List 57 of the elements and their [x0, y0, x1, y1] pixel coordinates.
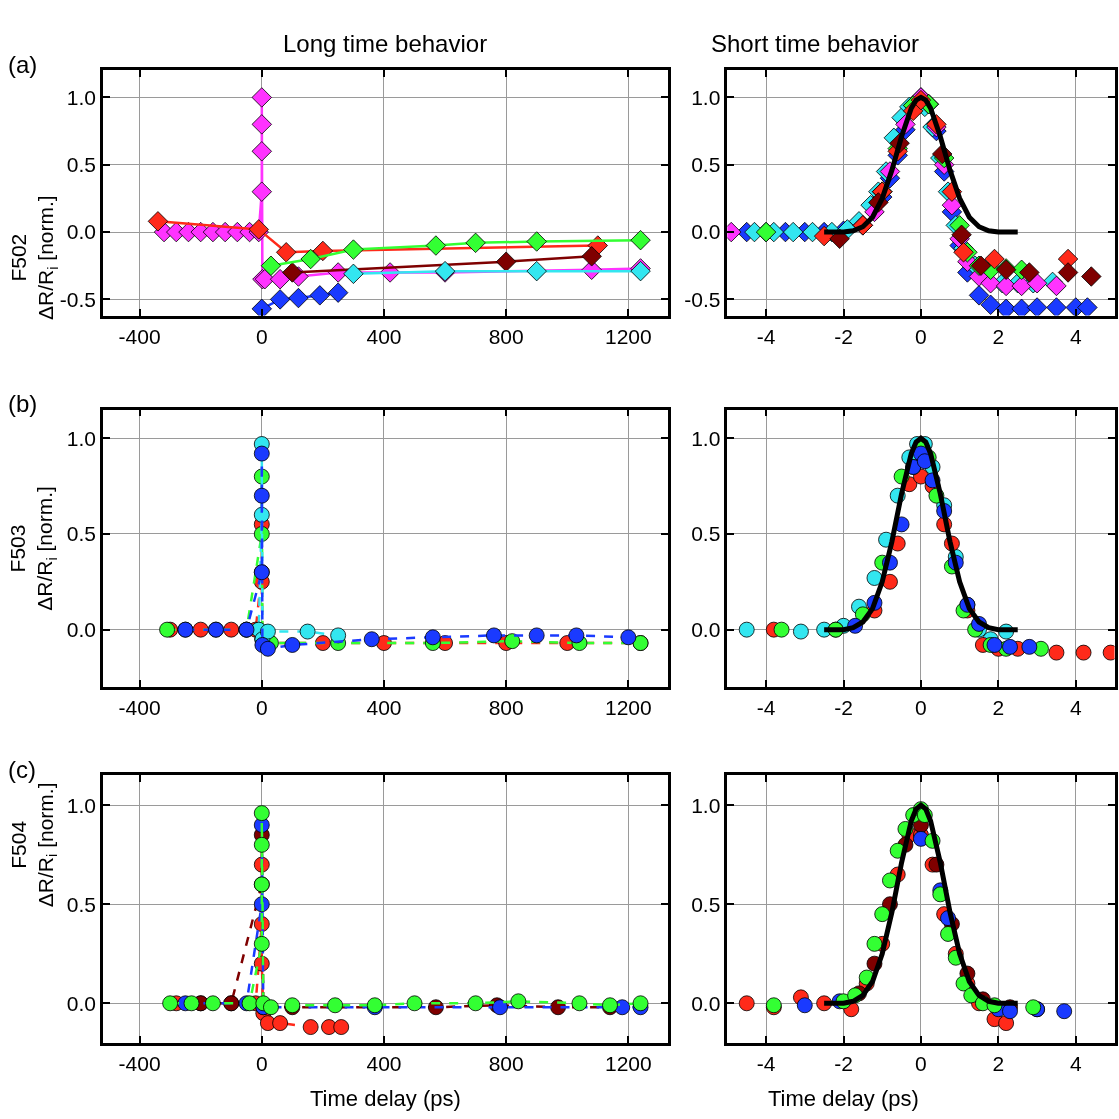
x-tick-label: 800: [488, 324, 524, 348]
x-tick-label: 1200: [604, 696, 652, 720]
x-tick-label: 4: [1069, 696, 1082, 720]
x-tick-label: 4: [1069, 1051, 1082, 1075]
x-tick-label: 1200: [604, 1051, 652, 1075]
y-tick-label: 1.0: [66, 426, 96, 450]
y-tick-label: 0.5: [66, 153, 96, 177]
y-tick-label: 0.0: [691, 991, 721, 1015]
x-tick-label: 1200: [604, 324, 652, 348]
y-tick-label: 1.0: [691, 793, 721, 817]
x-tick-label: 0: [915, 696, 927, 720]
x-tick-label: 400: [366, 324, 402, 348]
y-tick-label: 0.5: [691, 153, 721, 177]
x-tick-label: 800: [488, 1051, 524, 1075]
y-tick-label: 1.0: [691, 85, 721, 109]
y-tick-label: -0.5: [59, 287, 96, 311]
text: (c): [8, 756, 36, 783]
x-tick-label: 400: [366, 1051, 402, 1075]
x-tick-label: 2: [992, 324, 1005, 348]
x-tick-label: 2: [992, 696, 1005, 720]
y-tick-label: 0.5: [66, 892, 96, 916]
y-tick-label: 0.5: [691, 522, 721, 546]
x-axis-title: Time delay (ps): [768, 1086, 919, 1111]
x-axis-title: Time delay (ps): [310, 1086, 461, 1111]
y-tick-label: 0.0: [691, 220, 721, 244]
y-tick-label: 1.0: [66, 85, 96, 109]
x-tick-label: 0: [915, 324, 927, 348]
y-tick-label: -0.5: [684, 287, 721, 311]
x-tick-label: 0: [255, 324, 268, 348]
y-tick-label: 0.5: [66, 522, 96, 546]
x-tick-label: 0: [255, 1051, 268, 1075]
y-tick-label: 0.0: [66, 618, 96, 641]
text: (a): [8, 51, 38, 78]
x-tick-label: 800: [488, 696, 524, 720]
x-tick-label: 2: [992, 1051, 1005, 1075]
x-tick-label: -4: [756, 324, 776, 348]
x-tick-label: 4: [1069, 324, 1082, 348]
chart-title: Long time behavior: [283, 30, 488, 57]
x-tick-label: 400: [366, 696, 402, 720]
x-tick-label: -400: [118, 324, 161, 348]
x-tick-label: -2: [834, 324, 853, 348]
text: (b): [8, 390, 38, 417]
x-tick-label: -2: [834, 696, 853, 720]
x-tick-label: -400: [118, 696, 161, 720]
x-tick-label: -4: [756, 1051, 776, 1075]
x-tick-label: 0: [255, 696, 268, 720]
x-tick-label: -4: [756, 696, 776, 720]
y-tick-label: 0.5: [691, 892, 721, 916]
y-tick-label: 0.0: [66, 991, 96, 1015]
y-tick-label: 0.0: [66, 220, 96, 244]
y-tick-label: 1.0: [691, 426, 721, 450]
x-tick-label: -2: [834, 1051, 853, 1075]
x-tick-label: -400: [118, 1051, 161, 1075]
y-tick-label: 1.0: [66, 793, 96, 817]
chart-title: Short time behavior: [711, 30, 920, 57]
y-tick-label: 0.0: [691, 618, 721, 641]
x-tick-label: 0: [915, 1051, 927, 1075]
